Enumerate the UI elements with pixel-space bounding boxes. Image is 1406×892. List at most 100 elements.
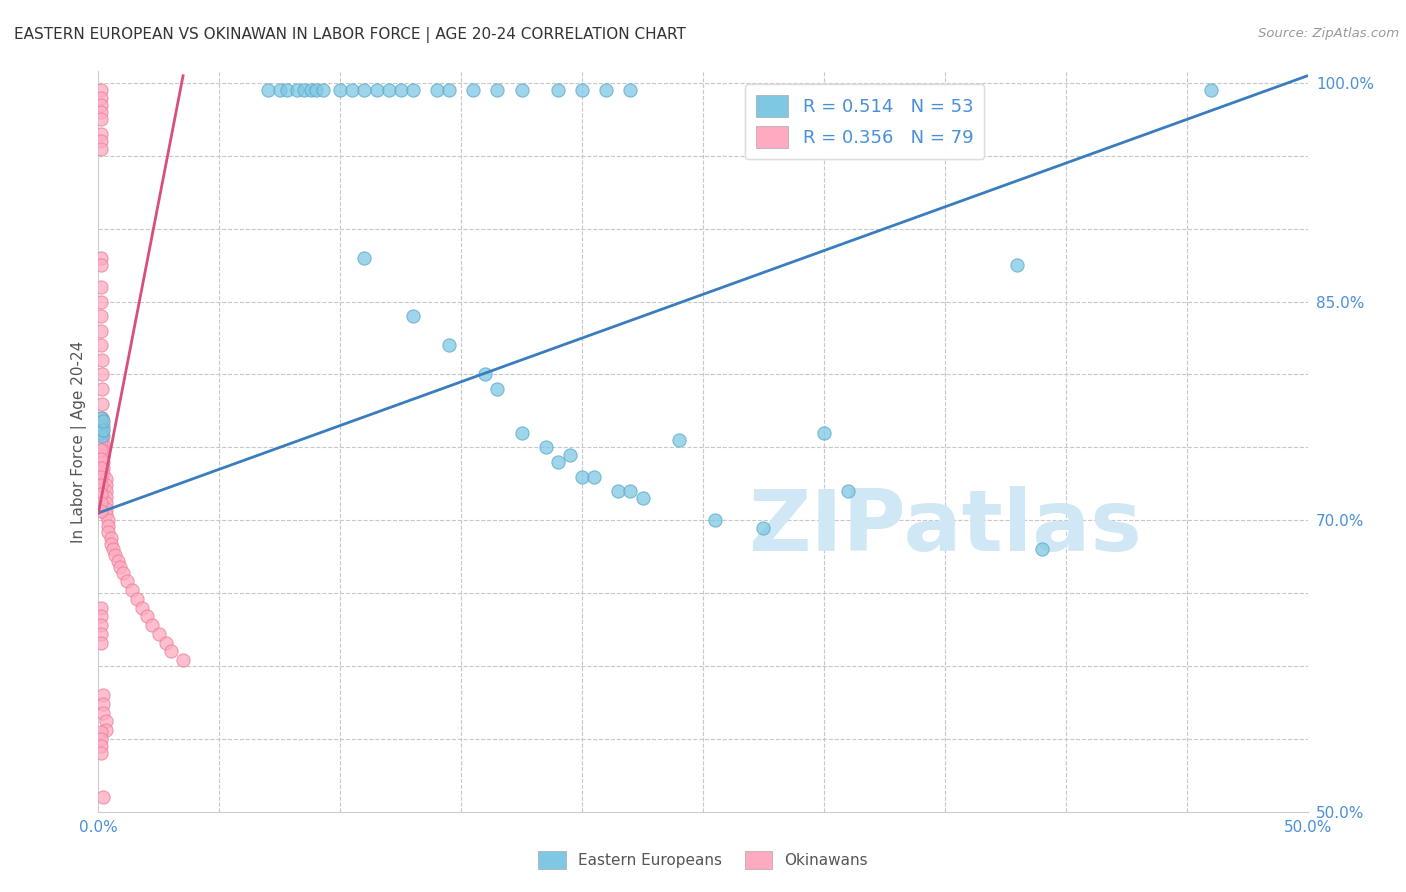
Point: [402, 309, 425, 323]
Point: [1007, 258, 1029, 272]
Point: [90, 478, 112, 492]
Point: [571, 83, 593, 97]
Point: [91, 455, 114, 469]
Point: [91, 428, 114, 442]
Point: [558, 448, 581, 462]
Point: [94, 484, 117, 499]
Point: [97, 519, 120, 533]
Point: [269, 83, 291, 97]
Text: Source: ZipAtlas.com: Source: ZipAtlas.com: [1258, 27, 1399, 40]
Point: [90, 258, 112, 272]
Legend: R = 0.514   N = 53, R = 0.356   N = 79: R = 0.514 N = 53, R = 0.356 N = 79: [745, 84, 984, 159]
Point: [121, 583, 143, 598]
Point: [90, 134, 112, 148]
Point: [353, 251, 375, 265]
Point: [510, 425, 533, 440]
Point: [94, 472, 117, 486]
Point: [90, 338, 112, 352]
Point: [305, 83, 328, 97]
Point: [595, 83, 617, 97]
Point: [342, 83, 364, 97]
Point: [389, 83, 412, 97]
Point: [127, 591, 149, 606]
Point: [91, 460, 114, 475]
Point: [837, 484, 859, 499]
Point: [1031, 542, 1053, 557]
Point: [1199, 83, 1222, 97]
Point: [91, 368, 114, 382]
Point: [437, 338, 460, 352]
Point: [486, 382, 509, 396]
Point: [813, 425, 835, 440]
Point: [91, 790, 114, 805]
Point: [90, 600, 112, 615]
Point: [94, 714, 117, 729]
Point: [108, 560, 131, 574]
Point: [100, 536, 122, 550]
Point: [631, 491, 654, 506]
Point: [90, 731, 112, 746]
Point: [107, 554, 129, 568]
Point: [94, 490, 117, 504]
Point: [94, 478, 117, 492]
Point: [90, 469, 112, 483]
Point: [90, 443, 112, 458]
Point: [486, 83, 509, 97]
Point: [90, 460, 112, 475]
Point: [329, 83, 352, 97]
Point: [668, 433, 690, 447]
Point: [547, 83, 569, 97]
Point: [90, 635, 112, 649]
Point: [285, 83, 308, 97]
Point: [90, 487, 112, 501]
Point: [90, 105, 112, 120]
Point: [510, 83, 533, 97]
Point: [619, 484, 641, 499]
Point: [131, 600, 153, 615]
Point: [426, 83, 449, 97]
Point: [91, 423, 114, 437]
Point: [619, 83, 641, 97]
Text: ZIPatlas: ZIPatlas: [748, 486, 1142, 569]
Point: [437, 83, 460, 97]
Point: [91, 428, 114, 442]
Point: [111, 566, 134, 580]
Point: [90, 425, 112, 440]
Point: [94, 501, 117, 516]
Point: [97, 513, 120, 527]
Point: [90, 724, 112, 739]
Point: [90, 739, 112, 753]
Point: [276, 83, 298, 97]
Point: [104, 548, 127, 562]
Point: [90, 280, 112, 294]
Point: [91, 418, 114, 433]
Point: [91, 443, 114, 458]
Point: [97, 524, 120, 539]
Point: [90, 324, 112, 338]
Point: [312, 83, 335, 97]
Point: [90, 83, 112, 97]
Point: [90, 425, 112, 440]
Point: [91, 697, 114, 711]
Point: [141, 618, 163, 632]
Point: [256, 83, 278, 97]
Point: [463, 83, 485, 97]
Point: [90, 112, 112, 127]
Point: [534, 441, 557, 455]
Point: [90, 747, 112, 761]
Point: [172, 653, 194, 667]
Point: [91, 414, 114, 428]
Point: [91, 397, 114, 411]
Point: [91, 706, 114, 720]
Point: [91, 382, 114, 396]
Point: [583, 469, 606, 483]
Point: [752, 520, 775, 534]
Point: [135, 609, 157, 624]
Point: [91, 411, 114, 425]
Point: [91, 437, 114, 451]
Point: [90, 294, 112, 309]
Point: [90, 411, 112, 425]
Text: EASTERN EUROPEAN VS OKINAWAN IN LABOR FORCE | AGE 20-24 CORRELATION CHART: EASTERN EUROPEAN VS OKINAWAN IN LABOR FO…: [14, 27, 686, 43]
Point: [148, 627, 170, 641]
Point: [402, 83, 425, 97]
